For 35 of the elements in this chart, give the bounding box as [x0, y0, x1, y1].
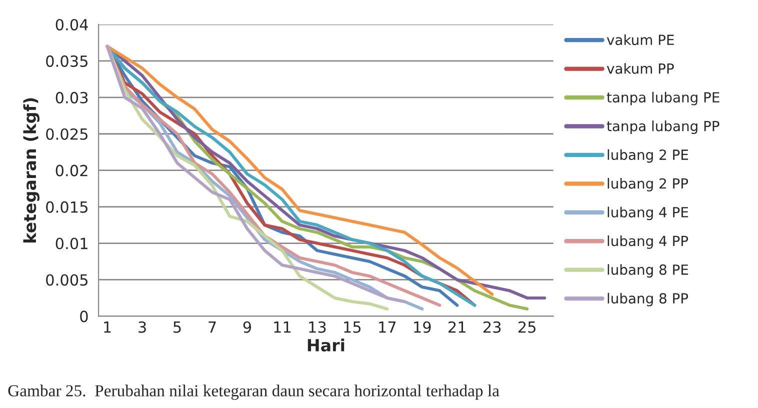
y-tick-label: 0.035	[46, 55, 88, 67]
x-tick-label: 1	[104, 322, 111, 333]
x-axis-title: Hari	[308, 338, 344, 352]
x-tick-label: 19	[414, 321, 431, 333]
y-tick-label: 0.015	[46, 201, 88, 213]
legend-label: lubang 8 PP	[608, 292, 688, 306]
legend-label: vakum PP	[606, 63, 674, 74]
x-tick-label: 25	[518, 321, 536, 333]
x-tick-label: 3	[138, 321, 146, 333]
x-tick-label: 21	[448, 321, 466, 333]
legend-label: vakum PE	[606, 34, 674, 46]
x-tick-label: 5	[174, 322, 181, 333]
legend-label: lubang 4 PE	[608, 206, 688, 220]
x-tick-label: 23	[484, 321, 501, 333]
x-tick-label: 13	[309, 321, 326, 333]
x-tick-label: 7	[208, 322, 216, 333]
y-tick-label: 0.005	[46, 274, 88, 286]
y-tick-label: 0.03	[56, 92, 88, 104]
y-axis-title: ketegaran (kgf)	[23, 98, 40, 242]
y-tick-label: 0.01	[56, 238, 88, 250]
x-tick-label: 9	[243, 321, 252, 333]
y-tick-label: 0	[80, 310, 88, 322]
y-tick-label: 0.02	[56, 164, 88, 176]
legend-label: lubang 4 PP	[608, 235, 688, 249]
x-tick-label: 15	[344, 322, 361, 333]
y-tick-label: 0.025	[46, 128, 88, 140]
legend-label: lubang 2 PE	[608, 149, 688, 163]
legend-label: tanpa lubang PP	[606, 120, 720, 134]
legend-label: tanpa lubang PE	[606, 92, 720, 106]
legend-label: lubang 2 PP	[608, 178, 688, 192]
x-tick-label: 17	[379, 322, 396, 333]
y-tick-label: 0.04	[56, 18, 88, 30]
text: Gambar 25. Perubahan nilai ketegaran daun secara horizontal terhadap la	[8, 384, 500, 400]
legend-label: lubang 8 PE	[608, 264, 688, 278]
x-tick-label: 11	[274, 322, 291, 333]
